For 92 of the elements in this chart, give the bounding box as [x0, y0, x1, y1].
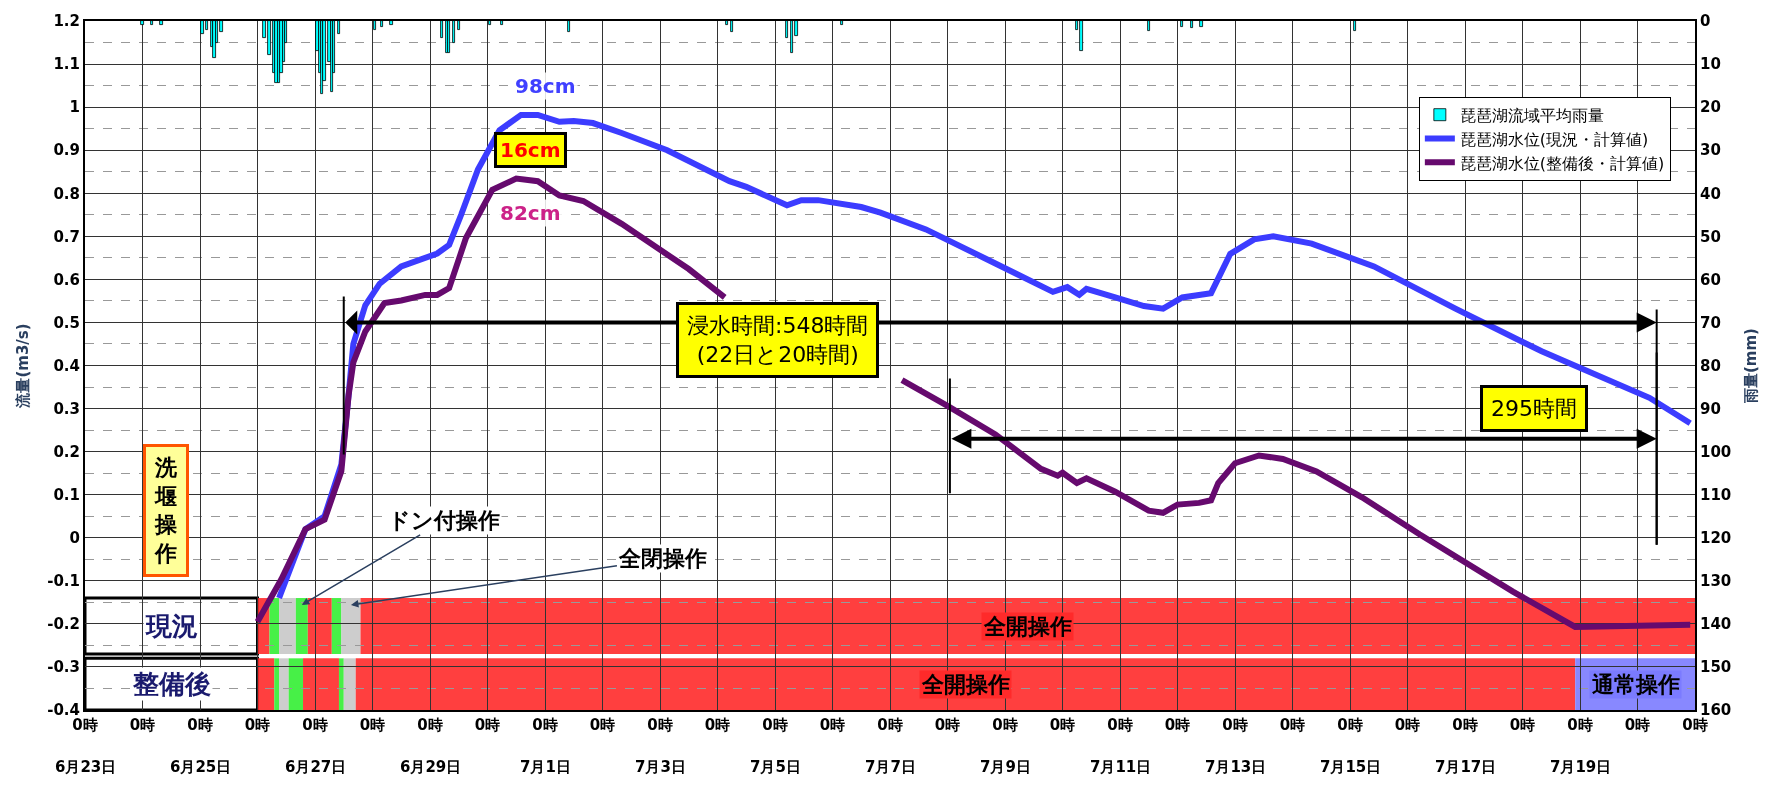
x-tick-label: 0時 [1624, 716, 1651, 734]
x-tick-label: 0時 [1567, 716, 1593, 734]
y2-tick-label: 140 [1700, 615, 1732, 634]
y2-tick-label: 120 [1700, 529, 1732, 547]
x2-tick-label: 6月23日 [55, 758, 117, 776]
y2-tick-label: 60 [1700, 270, 1721, 289]
x-tick-label: 0時 [819, 716, 846, 734]
x-tick-label: 0時 [187, 716, 213, 734]
y-tick-label: 0.2 [53, 442, 80, 461]
x2-tick-label: 7月1日 [520, 758, 571, 776]
x2-tick-label: 7月3日 [635, 758, 686, 776]
y-tick-label: 0.6 [53, 270, 80, 289]
x-tick-label: 0時 [1049, 716, 1076, 734]
x-tick-label: 0時 [72, 716, 98, 734]
y2-tick-label: 150 [1700, 658, 1732, 677]
x2-tick-label: 6月25日 [170, 758, 232, 776]
y2-tick-label: 70 [1700, 313, 1721, 332]
x-tick-label: 0時 [1222, 716, 1248, 734]
x-tick-label: 0時 [474, 716, 501, 734]
y-tick-label: -0.2 [47, 615, 80, 634]
annotation: 洗堰操作 [154, 455, 178, 566]
x-tick-label: 0時 [1452, 716, 1478, 734]
y-tick-label: 0.4 [53, 356, 80, 375]
y2-tick-label: 20 [1700, 98, 1721, 117]
legend-label: 琵琶湖水位(整備後・計算値) [1459, 153, 1665, 173]
x-tick-label: 0時 [1164, 716, 1191, 734]
x2-tick-label: 7月5日 [750, 758, 801, 776]
annotation: 82cm [500, 201, 561, 225]
x2-tick-label: 7月9日 [980, 758, 1031, 776]
x-tick-label: 0時 [992, 716, 1018, 734]
band-label: ドン付操作 [388, 508, 500, 533]
y2-tick-label: 10 [1700, 55, 1721, 74]
x-tick-label: 0時 [704, 716, 731, 734]
band-label: 通常操作 [1591, 672, 1680, 697]
x-tick-label: 0時 [244, 716, 271, 734]
y-tick-label: 1.2 [53, 12, 80, 31]
y2-tick-label: 30 [1700, 141, 1721, 160]
x-tick-label: 0時 [877, 716, 903, 734]
y-tick-label: 0.5 [53, 313, 80, 332]
legend-label: 琵琶湖水位(現況・計算値) [1459, 129, 1649, 149]
annotation: 295時間 [1491, 396, 1577, 421]
x-tick-label: 0時 [359, 716, 386, 734]
y2-tick-label: 100 [1700, 442, 1732, 461]
y-tick-label: -0.3 [47, 658, 80, 677]
y2-axis-title: 雨量(mm) [1741, 328, 1760, 404]
x-tick-label: 0時 [417, 716, 443, 734]
y2-tick-label: 130 [1700, 572, 1732, 591]
x2-tick-label: 7月7日 [865, 758, 916, 776]
y2-tick-label: 0 [1700, 12, 1711, 31]
x2-tick-label: 7月19日 [1550, 758, 1612, 776]
y-tick-label: 0.3 [53, 399, 80, 418]
x2-tick-label: 7月11日 [1090, 758, 1152, 776]
x-tick-label: 0時 [1279, 716, 1306, 734]
x-tick-label: 0時 [1107, 716, 1133, 734]
x-tick-label: 0時 [302, 716, 328, 734]
x-tick-label: 0時 [532, 716, 558, 734]
x-tick-label: 0時 [1394, 716, 1421, 734]
x-tick-label: 0時 [129, 716, 156, 734]
x-tick-label: 0時 [1337, 716, 1363, 734]
band-label: 全開操作 [921, 672, 1010, 697]
annotation: 98cm [515, 74, 576, 98]
y2-tick-label: 80 [1700, 356, 1721, 375]
x2-tick-label: 6月29日 [400, 758, 462, 776]
y-axis-title: 流量(m3/s) [13, 323, 32, 409]
y-tick-label: -0.1 [47, 572, 80, 591]
y-tick-label: 0 [69, 529, 80, 547]
x2-tick-label: 7月15日 [1320, 758, 1382, 776]
band-label: 全開操作 [983, 614, 1072, 639]
annotation: 16cm [500, 138, 561, 162]
y-tick-label: 0.7 [53, 227, 80, 246]
y2-tick-label: 40 [1700, 184, 1721, 203]
x2-tick-label: 7月13日 [1205, 758, 1267, 776]
x-tick-label: 0時 [589, 716, 616, 734]
x-tick-label: 0時 [762, 716, 788, 734]
y-tick-label: 0.8 [53, 184, 80, 203]
y-tick-label: 1.1 [53, 55, 80, 74]
y-tick-label: 0.9 [53, 141, 80, 160]
band-label: 全閉操作 [618, 546, 707, 571]
band-label: 現況 [145, 611, 198, 641]
x-tick-label: 0時 [934, 716, 961, 734]
y2-tick-label: 50 [1700, 227, 1721, 246]
y2-tick-label: 110 [1700, 485, 1732, 504]
x-tick-label: 0時 [1509, 716, 1536, 734]
x2-tick-label: 6月27日 [285, 758, 347, 776]
legend-label: 琵琶湖流域平均雨量 [1459, 105, 1604, 125]
y-tick-label: 0.1 [53, 485, 80, 504]
band-label: 整備後 [132, 669, 211, 699]
x-tick-label: 0時 [647, 716, 673, 734]
annotation: 浸水時間:548時間 (22日と20時間) [687, 313, 869, 367]
y2-tick-label: 90 [1700, 399, 1721, 418]
y-tick-label: 1 [69, 98, 80, 117]
x2-tick-label: 7月17日 [1435, 758, 1497, 776]
